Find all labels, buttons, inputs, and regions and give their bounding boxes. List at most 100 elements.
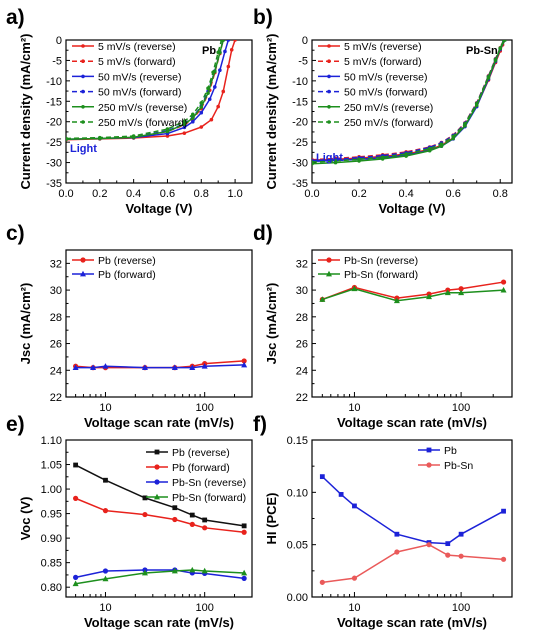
data-point	[352, 503, 357, 509]
data-point	[319, 296, 326, 302]
y-tick-label: 24	[296, 365, 308, 377]
y-tick-label: 30	[50, 285, 62, 297]
panel-5: f) 10 100 0.00 0.05 0.10 0.15 Voltage scan rate…	[253, 413, 513, 630]
data-point	[486, 74, 491, 79]
legend-label: Pb-Sn (reverse)	[172, 477, 246, 489]
legend-label: 250 mV/s (reverse)	[98, 102, 187, 114]
data-point	[458, 289, 465, 296]
y-tick-label: -10	[292, 76, 308, 88]
y-axis-title: HI (PCE)	[264, 493, 279, 545]
data-point	[182, 125, 187, 130]
y-tick-label: 28	[296, 312, 308, 324]
data-point	[493, 57, 498, 62]
data-point	[223, 49, 227, 54]
data-point	[191, 112, 195, 117]
series-line	[322, 543, 504, 584]
panel-label: f)	[253, 413, 267, 436]
legend-label: Pb-Sn	[444, 460, 473, 472]
data-point	[207, 97, 212, 102]
data-point	[241, 529, 247, 535]
data-point	[500, 286, 507, 293]
y-tick-label: 30	[296, 285, 308, 297]
data-point	[351, 575, 358, 581]
data-point	[73, 462, 79, 468]
y-axis-title: Current density (mA/cm²)	[264, 33, 279, 189]
data-point	[213, 85, 217, 89]
legend-label: Pb (forward)	[98, 269, 156, 281]
annotation: Light	[316, 152, 343, 164]
legend-marker	[327, 105, 331, 109]
legend-label: 250 mV/s (forward)	[344, 117, 433, 129]
y-tick-label: -35	[292, 178, 308, 190]
data-point	[90, 364, 97, 370]
x-tick-label: 10	[99, 602, 111, 614]
data-point	[233, 40, 237, 42]
y-tick-label: 1.05	[41, 460, 62, 472]
legend-label: Pb-Sn (forward)	[172, 492, 246, 504]
data-point	[380, 155, 385, 160]
series-line	[312, 40, 505, 162]
data-point	[241, 358, 247, 364]
x-tick-label: 10	[99, 402, 111, 414]
panel-label: c)	[6, 222, 25, 245]
y-tick-label: -15	[292, 96, 308, 108]
panel-1: b) 0.0 0.2 0.4 0.6 0.8 0 -5 -10 -15 -20 -25 -30 -35 Vo…	[253, 6, 513, 216]
data-point	[458, 531, 464, 537]
y-tick-label: 32	[50, 258, 62, 270]
data-point	[206, 91, 210, 95]
y-tick-label: 1.00	[41, 484, 62, 496]
panel-label: b)	[253, 6, 273, 29]
data-point	[199, 125, 204, 129]
y-axis-title: Voc (V)	[18, 497, 33, 541]
legend-marker	[81, 74, 85, 79]
x-tick-label: 0.6	[446, 188, 461, 200]
y-tick-label: 0.00	[287, 592, 308, 604]
y-tick-label: 24	[50, 365, 62, 377]
legend-marker	[81, 44, 85, 48]
series-layer	[319, 279, 507, 304]
data-point	[404, 152, 408, 156]
legend-marker	[426, 462, 432, 468]
y-tick-label: 0.15	[287, 435, 308, 447]
data-point	[172, 505, 178, 511]
data-point	[451, 134, 455, 139]
legend-label: Pb (reverse)	[172, 447, 230, 459]
legend-label: Pb (forward)	[172, 462, 230, 474]
x-tick-label: 100	[195, 602, 213, 614]
x-tick-label: 100	[452, 602, 470, 614]
data-point	[103, 477, 108, 483]
x-tick-label: 10	[348, 402, 360, 414]
x-tick-label: 100	[195, 402, 213, 414]
data-point	[102, 568, 109, 574]
y-tick-label: 0.90	[41, 533, 62, 545]
series-line	[321, 476, 504, 545]
data-point	[241, 523, 247, 529]
data-point	[199, 101, 204, 105]
legend-label: Pb (reverse)	[98, 255, 156, 267]
y-tick-label: 26	[50, 339, 62, 351]
series-line	[312, 40, 506, 165]
annotation: Pb-Sn	[466, 45, 498, 57]
x-tick-label: 0.8	[194, 188, 209, 200]
data-point	[319, 474, 325, 480]
legend-label: 50 mV/s (forward)	[344, 87, 427, 99]
x-axis-title: Voltage (V)	[126, 201, 193, 216]
data-point	[319, 579, 325, 585]
x-tick-label: 0.4	[398, 188, 413, 200]
axes-frame	[65, 439, 253, 598]
legend-label: 50 mV/s (reverse)	[98, 71, 181, 83]
data-point	[500, 279, 507, 285]
axes-frame	[65, 249, 253, 398]
y-tick-label: 1.10	[41, 435, 62, 447]
legend-marker	[154, 493, 160, 500]
y-tick-label: -20	[292, 117, 308, 129]
x-tick-label: 0.2	[351, 188, 366, 200]
panel-3: d) 10 100 22 24 26 28 30 32 Voltage scan rate (mV…	[253, 222, 513, 430]
data-point	[458, 286, 464, 292]
data-point	[201, 363, 208, 369]
y-tick-label: 0	[56, 35, 62, 47]
y-tick-label: 22	[50, 392, 62, 404]
data-point	[219, 40, 224, 42]
data-point	[241, 569, 248, 576]
data-point	[333, 159, 338, 163]
